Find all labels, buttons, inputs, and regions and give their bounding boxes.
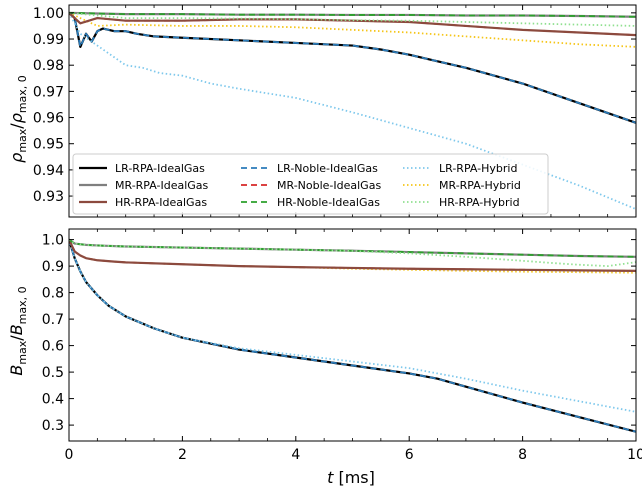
B-y-tick-label: 0.5 — [42, 365, 64, 381]
B-y-tick-label: 0.6 — [42, 339, 64, 355]
x-axis-label: t [ms] — [327, 468, 375, 487]
B-y-tick-label: 1.0 — [42, 233, 64, 249]
legend-label-lr-rpa-idealgas: LR-RPA-IdealGas — [115, 162, 205, 175]
legend-label-mr-noble-idealgas: MR-Noble-IdealGas — [277, 179, 381, 192]
B-y-tick-label: 0.8 — [42, 286, 64, 302]
rho-series-hr-noble-idealgas — [69, 11, 636, 18]
rho-series-lr-rpa-idealgas — [69, 12, 636, 124]
field-y-axis-label: Bmax/Bmax, 0 — [7, 286, 29, 375]
rho-y-tick-label: 0.93 — [33, 189, 64, 205]
rho-y-tick-label: 0.98 — [33, 58, 64, 74]
legend-label-lr-rpa-hybrid: LR-RPA-Hybrid — [439, 162, 517, 175]
x-tick-label: 10 — [627, 447, 642, 463]
rho-y-tick-label: 0.94 — [33, 163, 64, 179]
B-y-tick-label: 0.3 — [42, 418, 64, 434]
rho-y-tick-label: 1.00 — [33, 6, 64, 22]
density-y-axis-label: ρmax/ρmax, 0 — [7, 75, 29, 163]
x-tick-label: 6 — [405, 447, 414, 463]
magnetic-field-panel: 1.0 0.9 0.8 0.7 0.6 0.5 0.4 0.30 2 4 6 8 10 — [42, 228, 642, 463]
legend-label-hr-rpa-idealgas: HR-RPA-IdealGas — [115, 196, 207, 209]
rho-series-lr-rpa-hybrid — [69, 12, 636, 210]
B-series-mr-rpa-idealgas — [69, 238, 636, 258]
rho-y-tick-label: 0.95 — [33, 137, 64, 153]
rho-y-tick-label: 0.97 — [33, 84, 64, 100]
x-tick-label: 4 — [291, 447, 300, 463]
rho-series-lr-noble-idealgas — [69, 12, 636, 124]
density-panel: 1.00 0.99 0.98 0.97 0.96 0.95 0.94 0.93 — [33, 4, 637, 218]
B-series-hr-rpa-hybrid — [69, 238, 636, 267]
x-tick-label: 0 — [65, 447, 74, 463]
rho-y-tick-label: 0.96 — [33, 111, 64, 127]
legend-box — [72, 153, 549, 215]
B-series-lr-noble-idealgas — [69, 239, 636, 433]
B-y-tick-label: 0.9 — [42, 259, 64, 275]
rho-series-hr-rpa-hybrid — [69, 11, 636, 27]
B-series-hr-noble-idealgas — [69, 238, 636, 258]
B-series-lr-rpa-hybrid — [69, 239, 636, 413]
B-y-tick-label: 0.4 — [42, 392, 64, 408]
legend-label-hr-rpa-hybrid: HR-RPA-Hybrid — [439, 196, 520, 209]
x-tick-label: 2 — [178, 447, 187, 463]
legend-label-mr-rpa-hybrid: MR-RPA-Hybrid — [439, 179, 521, 192]
legend: LR-RPA-IdealGas MR-RPA-IdealGas HR-RPA-Ide… — [72, 153, 549, 215]
x-tick-label: 8 — [518, 447, 527, 463]
B-y-tick-label: 0.7 — [42, 312, 64, 328]
legend-label-mr-rpa-idealgas: MR-RPA-IdealGas — [115, 179, 209, 192]
rho-y-tick-label: 0.99 — [33, 32, 64, 48]
B-series-hr-rpa-idealgas — [69, 239, 636, 272]
rho-series-hr-rpa-idealgas — [69, 12, 636, 37]
legend-label-hr-noble-idealgas: HR-Noble-IdealGas — [277, 196, 380, 209]
legend-label-lr-noble-idealgas: LR-Noble-IdealGas — [277, 162, 378, 175]
